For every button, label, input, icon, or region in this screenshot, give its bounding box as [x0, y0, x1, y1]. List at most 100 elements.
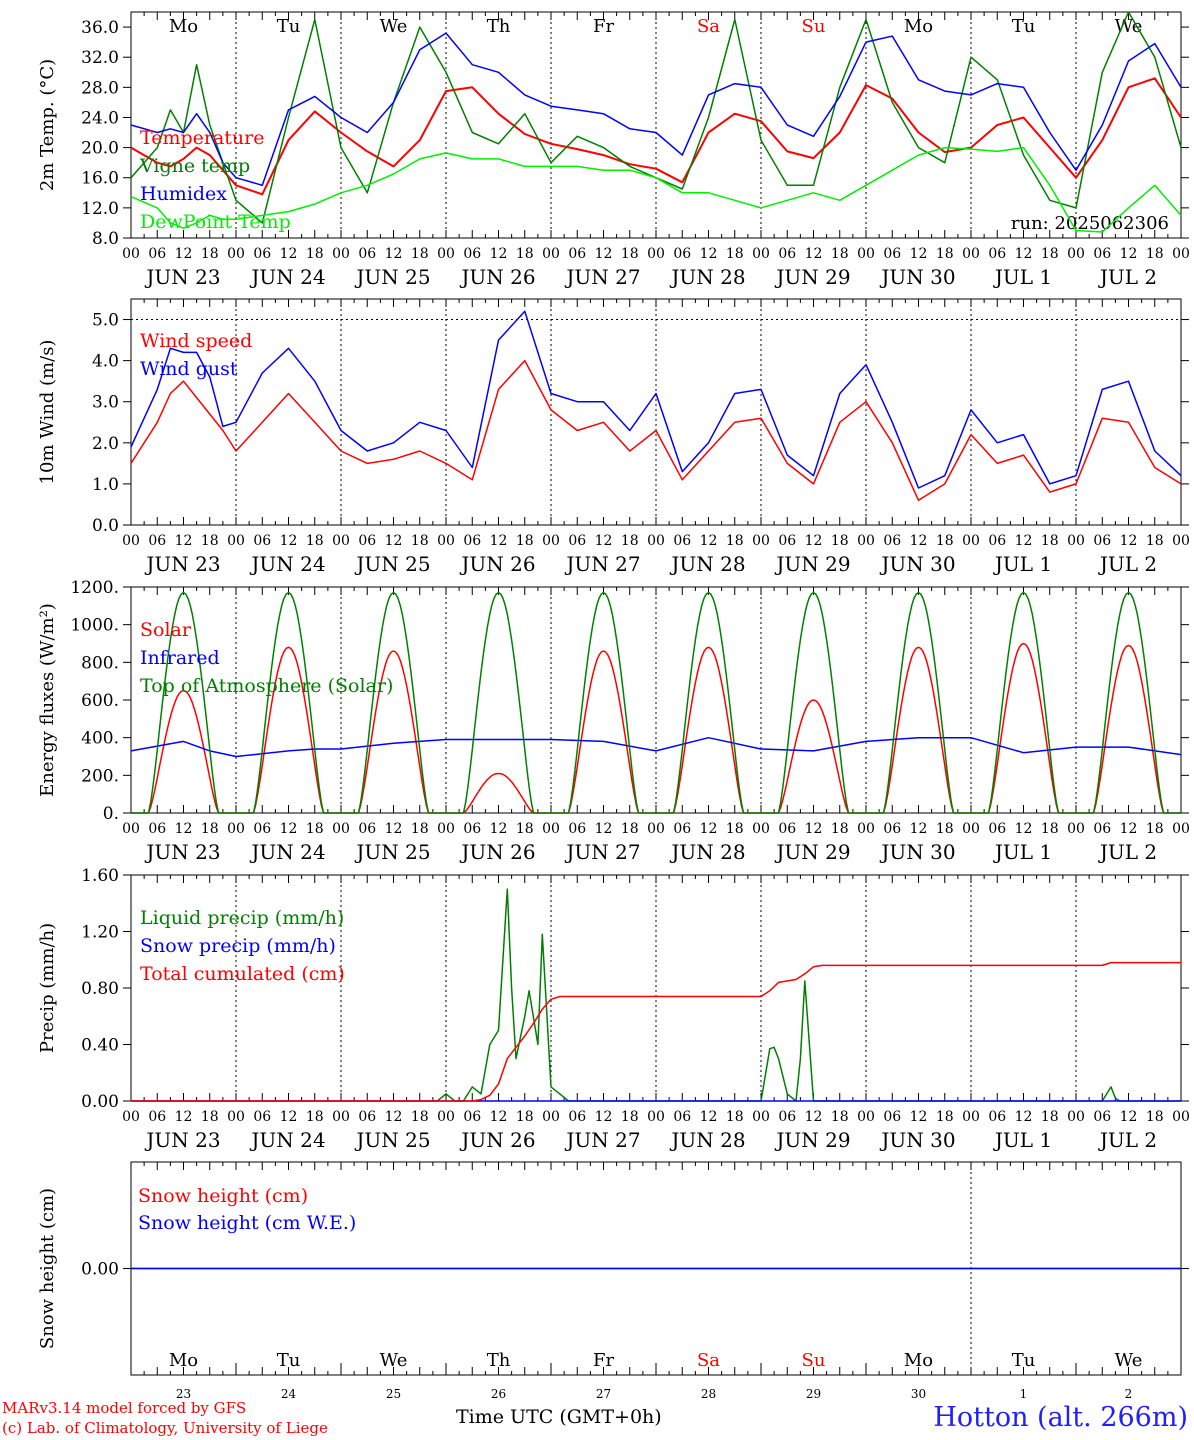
date-label: JUL 1 — [993, 265, 1052, 289]
legend-entry: Snow height (cm W.E.) — [138, 1212, 356, 1234]
hour-tick-label: 06 — [778, 1109, 796, 1125]
hour-tick-label: 00 — [1067, 533, 1085, 549]
legend-entry: Snow height (cm) — [138, 1185, 308, 1207]
hour-tick-label: 06 — [778, 533, 796, 549]
series-line — [130, 310, 1182, 489]
hour-tick-label: 06 — [778, 821, 796, 837]
y-tick-label: 5.0 — [92, 311, 119, 331]
hour-tick-label: 00 — [752, 246, 770, 262]
y-tick-label: 200. — [81, 766, 119, 786]
day-name-label: Fr — [593, 16, 614, 37]
day-name-label: Su — [802, 16, 826, 37]
date-label: JUL 2 — [1098, 265, 1157, 289]
series-line — [130, 359, 1182, 502]
hour-tick-label: 06 — [148, 246, 166, 262]
hour-tick-label: 06 — [358, 1109, 376, 1125]
day-name-label: Tu — [1012, 16, 1036, 37]
date-label: JUN 26 — [459, 265, 535, 289]
date-label: JUN 24 — [249, 1128, 325, 1152]
y-tick-label: 4.0 — [92, 352, 119, 372]
date-label: JUN 26 — [459, 1128, 535, 1152]
hour-tick-label: 18 — [1041, 246, 1059, 262]
date-label: JUN 30 — [879, 840, 955, 864]
day-name-label: We — [1115, 16, 1143, 37]
hour-tick-label: 12 — [805, 1109, 823, 1125]
hour-tick-label: 12 — [910, 1109, 928, 1125]
day-name-label: Sa — [697, 1350, 720, 1371]
hour-tick-label: 12 — [490, 821, 508, 837]
series-line — [130, 77, 1182, 196]
hour-tick-label: 18 — [201, 246, 219, 262]
hour-tick-label: 18 — [306, 821, 324, 837]
series-line — [130, 146, 1182, 233]
hour-tick-label: 12 — [1015, 533, 1033, 549]
y-tick-label: 36.0 — [81, 18, 119, 38]
hour-tick-label: 12 — [595, 1109, 613, 1125]
hour-tick-label: 12 — [175, 533, 193, 549]
hour-tick-label: 18 — [831, 533, 849, 549]
station-name: Hotton (alt. 266m) — [933, 1402, 1188, 1433]
hour-tick-label: 06 — [673, 821, 691, 837]
hour-tick-label: 12 — [700, 533, 718, 549]
hour-tick-label: 12 — [910, 246, 928, 262]
y-axis-label: Energy fluxes (W/m²) — [37, 603, 58, 797]
y-tick-label: 0.0 — [92, 516, 119, 536]
day-name-label: Su — [802, 1350, 826, 1371]
series-line — [130, 736, 1182, 758]
legend-entry: Top of Atmosphere (Solar) — [140, 675, 393, 697]
hour-tick-label: 06 — [463, 1109, 481, 1125]
date-label: JUN 28 — [669, 552, 745, 576]
hour-tick-label: 06 — [148, 533, 166, 549]
plot-frame — [130, 298, 1182, 526]
hour-tick-label: 00 — [1172, 1109, 1190, 1125]
y-tick-label: 0.00 — [81, 1260, 119, 1280]
hour-tick-label: 18 — [1146, 533, 1164, 549]
day-number-label: 25 — [386, 1387, 401, 1401]
hour-tick-label: 18 — [726, 533, 744, 549]
hour-tick-label: 06 — [883, 246, 901, 262]
hour-tick-label: 06 — [1093, 533, 1111, 549]
day-number-label: 29 — [806, 1387, 821, 1401]
date-label: JUN 25 — [354, 1128, 430, 1152]
day-number-label: 1 — [1020, 1387, 1028, 1401]
y-tick-label: 20.0 — [81, 139, 119, 159]
hour-tick-label: 06 — [673, 1109, 691, 1125]
hour-tick-label: 18 — [621, 821, 639, 837]
hour-tick-label: 00 — [122, 533, 140, 549]
date-label: JUN 30 — [879, 1128, 955, 1152]
hour-tick-label: 06 — [673, 533, 691, 549]
day-number-label: 2 — [1125, 1387, 1133, 1401]
hour-tick-label: 12 — [805, 821, 823, 837]
hour-tick-label: 12 — [490, 246, 508, 262]
hour-tick-label: 06 — [883, 533, 901, 549]
hour-tick-label: 18 — [621, 533, 639, 549]
hour-tick-label: 00 — [857, 1109, 875, 1125]
hour-tick-label: 12 — [595, 246, 613, 262]
hour-tick-label: 18 — [516, 1109, 534, 1125]
hour-tick-label: 06 — [358, 533, 376, 549]
hour-tick-label: 00 — [542, 533, 560, 549]
hour-tick-label: 18 — [1146, 1109, 1164, 1125]
hour-tick-label: 12 — [385, 1109, 403, 1125]
hour-tick-label: 18 — [936, 246, 954, 262]
day-number-label: 26 — [491, 1387, 506, 1401]
y-tick-label: 0.80 — [81, 979, 119, 999]
hour-tick-label: 00 — [437, 246, 455, 262]
series-line — [130, 32, 1182, 187]
hour-tick-label: 06 — [358, 246, 376, 262]
date-label: JUN 24 — [249, 840, 325, 864]
y-tick-label: 0.00 — [81, 1092, 119, 1112]
y-tick-label: 24.0 — [81, 108, 119, 128]
hour-tick-label: 06 — [1093, 821, 1111, 837]
model-credit: MARv3.14 model forced by GFS — [2, 1399, 247, 1417]
hour-tick-label: 18 — [411, 1109, 429, 1125]
hour-tick-label: 06 — [568, 821, 586, 837]
legend-entry: Temperature — [140, 127, 264, 149]
plot-frame — [130, 586, 1182, 814]
hour-tick-label: 00 — [227, 1109, 245, 1125]
hour-tick-label: 12 — [805, 246, 823, 262]
date-label: JUN 25 — [354, 840, 430, 864]
hour-tick-label: 00 — [332, 1109, 350, 1125]
hour-tick-label: 12 — [1015, 246, 1033, 262]
